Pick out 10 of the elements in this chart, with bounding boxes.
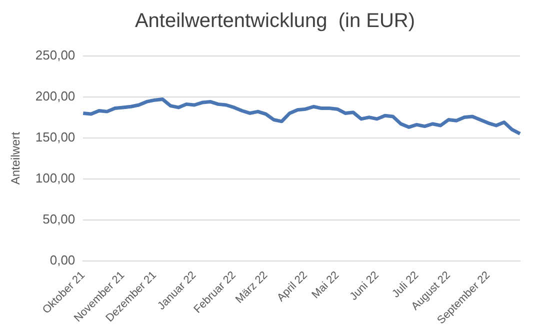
y-tick-label: 50,00 bbox=[42, 211, 76, 226]
y-tick-label: 0,00 bbox=[50, 252, 76, 268]
x-tick-label: Juli 22 bbox=[390, 269, 422, 300]
y-tick-label: 150,00 bbox=[35, 129, 76, 144]
x-tick-label: Mai 22 bbox=[310, 269, 342, 302]
chart-title: Anteilwertentwicklung (in EUR) bbox=[134, 10, 416, 33]
y-tick-label: 200,00 bbox=[35, 88, 76, 104]
y-tick-label: 250,00 bbox=[35, 47, 76, 62]
y-axis-title: Anteilwert bbox=[8, 131, 23, 185]
y-tick-label: 100,00 bbox=[35, 170, 76, 186]
